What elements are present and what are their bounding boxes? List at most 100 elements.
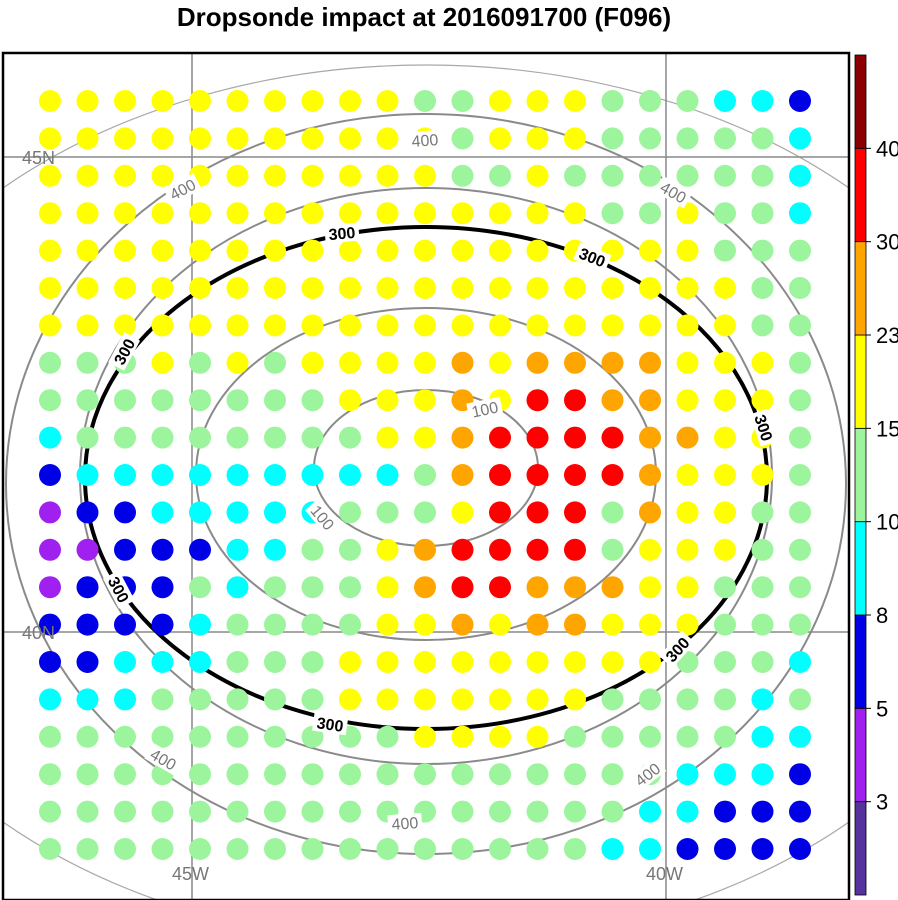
contour-label-400-bg bbox=[407, 129, 443, 151]
impact-dot bbox=[639, 838, 661, 860]
impact-dot bbox=[714, 426, 736, 449]
impact-dot bbox=[114, 501, 136, 524]
colorbar-segment bbox=[854, 614, 867, 709]
impact-dot bbox=[301, 800, 324, 823]
impact-dot bbox=[414, 351, 436, 374]
impact-dot bbox=[376, 277, 399, 299]
impact-dot bbox=[414, 239, 436, 262]
impact-dot bbox=[676, 351, 699, 374]
contour-label-400-bg bbox=[654, 175, 693, 209]
impact-dot bbox=[789, 501, 811, 524]
impact-dot bbox=[414, 90, 436, 112]
impact-dot bbox=[751, 464, 774, 486]
impact-dot bbox=[489, 613, 511, 636]
impact-dot bbox=[339, 651, 361, 673]
impact-dot bbox=[639, 426, 661, 449]
impact-dot bbox=[189, 127, 211, 150]
colorbar-segment bbox=[854, 334, 867, 429]
impact-dot bbox=[676, 838, 699, 860]
impact-dot bbox=[489, 164, 511, 187]
impact-dot bbox=[339, 277, 361, 299]
colorbar-tick-label: 40 bbox=[876, 136, 898, 161]
impact-dot bbox=[564, 576, 586, 599]
impact-dot bbox=[789, 389, 811, 412]
impact-dot bbox=[451, 800, 474, 823]
impact-dot bbox=[751, 389, 774, 412]
impact-dot bbox=[226, 426, 249, 449]
impact-dot bbox=[451, 426, 474, 449]
contour-label-400-bg bbox=[628, 756, 667, 792]
impact-dot bbox=[339, 838, 361, 860]
contour-label-100-bg bbox=[304, 498, 341, 537]
impact-dot bbox=[526, 464, 549, 486]
impact-dot bbox=[451, 838, 474, 860]
impact-dot bbox=[189, 314, 211, 337]
impact-dot bbox=[226, 127, 249, 150]
impact-dot bbox=[39, 538, 61, 561]
impact-dot bbox=[751, 576, 774, 599]
impact-dot bbox=[114, 800, 136, 823]
impact-dot bbox=[489, 501, 511, 524]
impact-dot bbox=[714, 651, 736, 673]
impact-dot bbox=[76, 538, 99, 561]
impact-dot bbox=[489, 538, 511, 561]
impact-dot bbox=[564, 838, 586, 860]
impact-dot bbox=[39, 389, 61, 412]
impact-dot bbox=[564, 613, 586, 636]
impact-dot bbox=[151, 202, 174, 225]
impact-dot bbox=[526, 651, 549, 673]
impact-dot bbox=[639, 164, 661, 187]
impact-dot bbox=[376, 763, 399, 786]
impact-dot bbox=[39, 688, 61, 711]
impact-dot bbox=[264, 538, 286, 561]
impact-dot bbox=[376, 651, 399, 673]
impact-dot bbox=[226, 613, 249, 636]
impact-dot bbox=[414, 202, 436, 225]
impact-dot bbox=[564, 389, 586, 412]
impact-dot bbox=[301, 202, 324, 225]
impact-dot bbox=[676, 277, 699, 299]
impact-dot bbox=[301, 651, 324, 673]
contour-label-100: 100 bbox=[470, 399, 500, 421]
impact-dot bbox=[264, 763, 286, 786]
contour-label-400: 400 bbox=[411, 132, 439, 151]
impact-dot bbox=[676, 164, 699, 187]
impact-dot bbox=[751, 164, 774, 187]
impact-dot bbox=[226, 501, 249, 524]
impact-dot bbox=[376, 389, 399, 412]
impact-dot bbox=[414, 164, 436, 187]
impact-dot bbox=[76, 688, 99, 711]
impact-dot bbox=[39, 800, 61, 823]
impact-dot bbox=[114, 464, 136, 486]
impact-dot bbox=[376, 239, 399, 262]
impact-dot bbox=[339, 127, 361, 150]
impact-dot bbox=[714, 538, 736, 561]
impact-dot bbox=[526, 576, 549, 599]
impact-dot bbox=[714, 239, 736, 262]
impact-dot bbox=[39, 277, 61, 299]
impact-dot bbox=[526, 501, 549, 524]
impact-dot bbox=[751, 613, 774, 636]
impact-dot bbox=[376, 725, 399, 748]
impact-dot bbox=[301, 164, 324, 187]
impact-dot bbox=[526, 613, 549, 636]
impact-dot bbox=[39, 613, 61, 636]
impact-dot bbox=[714, 464, 736, 486]
lon-label-40w: 40W bbox=[646, 864, 683, 884]
impact-dot bbox=[451, 725, 474, 748]
impact-dot bbox=[76, 351, 99, 374]
impact-dot bbox=[376, 576, 399, 599]
impact-dot bbox=[526, 202, 549, 225]
impact-dot bbox=[451, 501, 474, 524]
impact-dot bbox=[451, 464, 474, 486]
impact-dot bbox=[451, 763, 474, 786]
impact-dot bbox=[751, 763, 774, 786]
impact-dot bbox=[789, 538, 811, 561]
impact-dot bbox=[489, 464, 511, 486]
impact-dot bbox=[564, 763, 586, 786]
impact-dot bbox=[789, 688, 811, 711]
impact-dot bbox=[189, 576, 211, 599]
impact-dot bbox=[451, 538, 474, 561]
impact-dot bbox=[189, 277, 211, 299]
impact-dot bbox=[601, 426, 624, 449]
